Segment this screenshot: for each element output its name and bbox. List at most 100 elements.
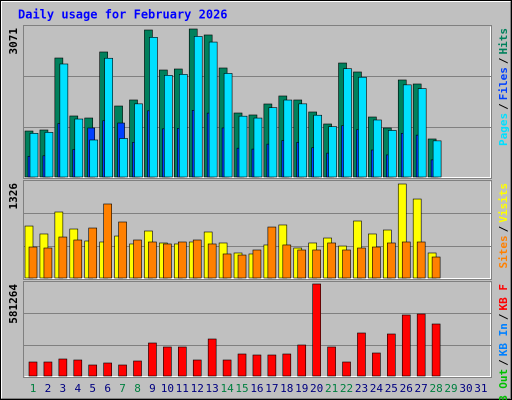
bar: [73, 239, 83, 279]
bar: [134, 103, 143, 178]
bar: [432, 140, 442, 178]
bar: [238, 115, 248, 178]
legend-entry: KB F: [497, 284, 510, 311]
y-max-label: 581264: [7, 284, 20, 324]
bar: [297, 344, 307, 377]
bar: [163, 243, 172, 279]
x-tick-label: 18: [280, 382, 293, 395]
x-tick-label: 25: [385, 382, 398, 395]
chart-title: Daily usage for February 2026: [18, 8, 228, 22]
x-tick-label: 23: [355, 382, 368, 395]
x-tick-label: 31: [474, 382, 487, 395]
x-tick-label: 3: [60, 382, 67, 395]
x-tick-label: 10: [161, 382, 174, 395]
x-tick-label: 24: [370, 382, 384, 395]
x-tick-label: 1: [30, 382, 37, 395]
bar: [401, 314, 411, 377]
x-tick-label: 6: [104, 382, 111, 395]
y-max-label: 3071: [7, 28, 20, 55]
bar: [164, 75, 173, 178]
bar: [327, 242, 336, 279]
x-tick-label: 29: [444, 382, 457, 395]
bar: [118, 221, 127, 279]
bar: [43, 361, 53, 377]
bar: [88, 364, 98, 377]
bar: [88, 227, 98, 279]
bar: [193, 36, 203, 178]
bar: [252, 249, 262, 279]
bar: [268, 107, 278, 178]
bar: [192, 359, 202, 377]
x-tick-label: 26: [400, 382, 413, 395]
bar: [416, 313, 426, 377]
bar: [402, 84, 412, 178]
bar: [282, 353, 292, 377]
x-tick-label: 13: [206, 382, 219, 395]
bar: [133, 360, 142, 377]
bar: [417, 88, 427, 178]
bar: [89, 139, 99, 178]
bar: [343, 68, 352, 178]
bar: [313, 114, 322, 178]
bar: [133, 239, 142, 279]
bar: [222, 359, 232, 377]
legend: Sites / Visits: [497, 183, 510, 269]
legend-entry: Files: [497, 67, 510, 100]
x-tick-label: 22: [340, 382, 353, 395]
bar: [252, 354, 262, 377]
legend-separator: /: [497, 225, 510, 232]
bar: [207, 243, 217, 279]
legend-entry: Sites: [497, 235, 510, 268]
legend: Pages / Files / Hits: [497, 28, 510, 146]
bar: [74, 118, 84, 178]
bar: [342, 249, 351, 279]
x-tick-label: 4: [74, 382, 81, 395]
bar: [328, 126, 337, 178]
x-tick-label: 7: [119, 382, 126, 395]
bar: [237, 353, 247, 377]
bar: [223, 73, 233, 178]
x-tick-label: 9: [149, 382, 156, 395]
bar: [179, 74, 188, 178]
x-tick-label: 28: [429, 382, 442, 395]
x-tick-label: 2: [45, 382, 52, 395]
bar: [416, 241, 426, 279]
bar: [178, 346, 187, 377]
bar: [237, 254, 247, 279]
legend-entry: KB Out: [497, 369, 510, 400]
bar: [387, 333, 396, 377]
bar: [192, 239, 202, 279]
bar: [104, 57, 113, 178]
bar: [222, 253, 232, 279]
bar: [283, 99, 293, 178]
x-tick-label: 17: [265, 382, 278, 395]
bar: [431, 323, 441, 377]
x-tick-label: 30: [459, 382, 472, 395]
y-max-label: 1326: [7, 183, 20, 210]
bar: [327, 346, 336, 377]
legend-entry: Hits: [497, 28, 510, 55]
legend-separator: /: [497, 57, 510, 64]
bar: [149, 37, 158, 178]
legend-entry: KB In: [497, 323, 510, 356]
bar: [312, 249, 321, 279]
bar: [372, 352, 381, 377]
bar: [103, 203, 112, 279]
legend-separator: /: [497, 313, 510, 320]
bar: [207, 338, 217, 377]
bar: [297, 249, 307, 279]
bar: [58, 236, 68, 279]
legend-separator: /: [497, 103, 510, 110]
bar: [312, 283, 321, 377]
bar: [43, 247, 53, 279]
x-tick-label: 5: [89, 382, 96, 395]
legend-entry: Visits: [497, 183, 510, 223]
bar: [44, 132, 54, 178]
x-tick-label: 19: [295, 382, 308, 395]
x-tick-label: 15: [235, 382, 248, 395]
x-tick-label: 12: [191, 382, 204, 395]
bar: [58, 358, 68, 377]
